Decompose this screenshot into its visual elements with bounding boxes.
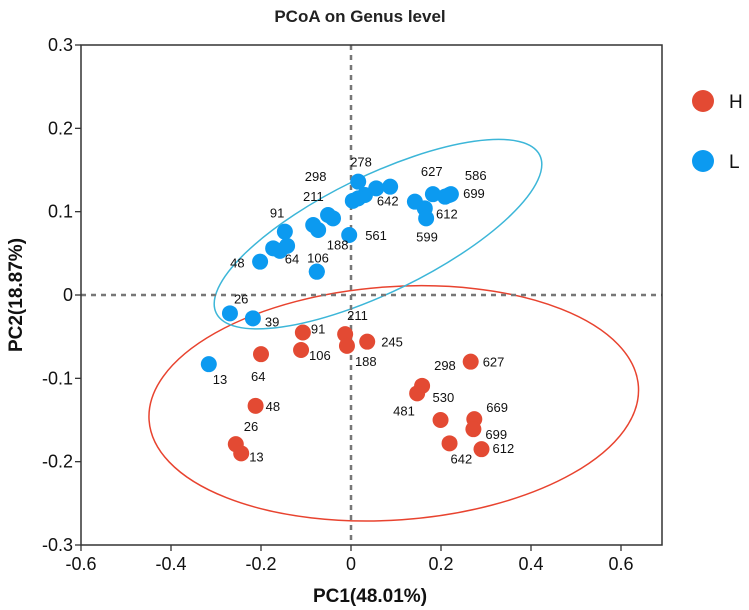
legend: HL bbox=[692, 90, 743, 173]
point-label: 188 bbox=[355, 354, 377, 369]
point-label: 627 bbox=[421, 164, 443, 179]
legend-marker-L bbox=[692, 150, 714, 172]
data-point-H bbox=[294, 324, 311, 341]
legend-label-L: L bbox=[729, 152, 740, 173]
x-tick-label: -0.4 bbox=[155, 554, 186, 574]
x-axis-label: PC1(48.01%) bbox=[313, 586, 427, 607]
point-label: 627 bbox=[483, 355, 505, 370]
x-tick-label: 0 bbox=[346, 554, 356, 574]
point-label: 586 bbox=[465, 168, 487, 183]
data-point-H bbox=[465, 421, 482, 438]
data-point-L bbox=[276, 223, 293, 240]
data-point-H bbox=[293, 342, 310, 358]
data-point-L bbox=[341, 227, 358, 243]
point-label: 278 bbox=[350, 155, 372, 170]
data-point-H bbox=[247, 397, 264, 414]
x-tick-label: -0.2 bbox=[245, 554, 276, 574]
point-label: 26 bbox=[244, 419, 258, 434]
x-tick-label: 0.2 bbox=[428, 554, 453, 574]
point-label: 699 bbox=[463, 186, 485, 201]
point-label: 39 bbox=[265, 314, 279, 329]
x-tick-label: 0.4 bbox=[518, 554, 543, 574]
y-tick-label: 0.3 bbox=[48, 35, 73, 55]
point-label: 599 bbox=[416, 229, 438, 244]
data-point-H bbox=[409, 385, 426, 402]
point-label: 481 bbox=[393, 403, 415, 418]
data-point-L bbox=[200, 356, 217, 373]
point-label: 64 bbox=[285, 252, 299, 267]
data-point-H bbox=[338, 337, 355, 354]
point-label: 699 bbox=[485, 427, 507, 442]
point-label: 561 bbox=[365, 228, 387, 243]
point-label: 26 bbox=[234, 291, 248, 306]
point-label: 298 bbox=[305, 169, 327, 184]
data-point-H bbox=[253, 346, 269, 363]
legend-marker-H bbox=[692, 90, 714, 112]
legend-label-H: H bbox=[729, 92, 743, 113]
point-label: 64 bbox=[251, 369, 265, 384]
data-point-L bbox=[325, 210, 341, 227]
y-axis-label: PC2(18.87%) bbox=[6, 238, 27, 352]
point-label: 211 bbox=[303, 189, 324, 204]
data-point-L bbox=[244, 310, 261, 327]
data-point-H bbox=[441, 435, 458, 452]
point-label: 48 bbox=[230, 256, 244, 271]
data-point-L bbox=[308, 263, 325, 280]
data-point-H bbox=[432, 412, 449, 428]
data-point-L bbox=[441, 187, 458, 203]
y-tick-label: 0 bbox=[63, 285, 73, 305]
point-label: 298 bbox=[434, 358, 456, 373]
point-label: 612 bbox=[436, 207, 458, 222]
point-label: 642 bbox=[377, 194, 399, 209]
point-label: 91 bbox=[311, 322, 325, 337]
point-label: 91 bbox=[270, 206, 284, 221]
point-label: 642 bbox=[451, 451, 473, 466]
point-label: 211 bbox=[347, 308, 368, 323]
data-point-H bbox=[462, 353, 479, 370]
y-tick-label: -0.1 bbox=[42, 368, 73, 388]
data-point-L bbox=[279, 237, 296, 254]
point-label: 530 bbox=[433, 390, 455, 405]
point-label: 106 bbox=[309, 348, 331, 363]
data-point-L bbox=[418, 210, 435, 227]
data-point-L bbox=[252, 253, 269, 270]
data-point-L bbox=[424, 186, 441, 203]
point-label: 48 bbox=[266, 399, 280, 414]
y-tick-label: -0.2 bbox=[42, 452, 73, 472]
data-point-L bbox=[350, 173, 367, 190]
point-label: 669 bbox=[486, 400, 508, 415]
data-point-L bbox=[221, 305, 238, 322]
point-label: 612 bbox=[493, 441, 515, 456]
point-label: 188 bbox=[327, 238, 349, 253]
x-tick-label: -0.6 bbox=[65, 554, 96, 574]
point-label: 245 bbox=[381, 335, 403, 350]
data-point-H bbox=[473, 441, 490, 458]
point-label: 13 bbox=[213, 372, 227, 387]
x-tick-label: 0.6 bbox=[608, 554, 633, 574]
y-tick-label: -0.3 bbox=[42, 535, 73, 555]
y-tick-label: 0.2 bbox=[48, 118, 73, 138]
data-point-L bbox=[382, 178, 399, 195]
point-label: 13 bbox=[249, 449, 263, 464]
data-point-H bbox=[233, 445, 250, 462]
confidence-ellipse-H bbox=[148, 284, 640, 522]
y-tick-label: 0.1 bbox=[48, 202, 73, 222]
data-point-L bbox=[310, 222, 327, 238]
data-point-L bbox=[344, 192, 361, 209]
data-point-H bbox=[359, 333, 376, 350]
chart-title: PCoA on Genus level bbox=[274, 7, 445, 26]
point-label: 106 bbox=[307, 250, 329, 265]
